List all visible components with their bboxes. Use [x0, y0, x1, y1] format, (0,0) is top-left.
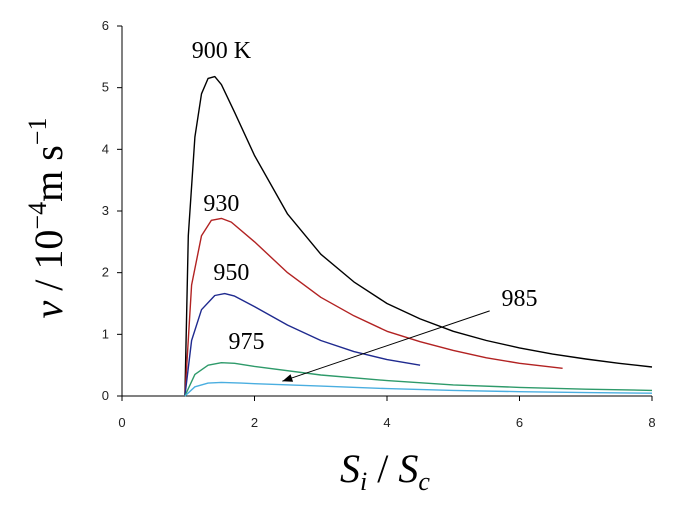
curve-label: 975 — [229, 329, 265, 355]
y-tick-label: 3 — [102, 203, 109, 218]
plot-area — [121, 26, 652, 397]
axis-ticks: 0 2 4 6 8 0 1 2 3 4 5 6 — [102, 18, 656, 430]
y-tick-label: 1 — [102, 326, 109, 341]
x-axis-label: Si / Sc — [340, 446, 430, 496]
series-line — [184, 217, 563, 397]
series-line — [184, 381, 653, 397]
y-tick-label: 4 — [102, 141, 109, 156]
series-line — [184, 75, 653, 397]
x-tick-label: 8 — [648, 415, 655, 430]
x-tick-label: 4 — [383, 415, 390, 430]
y-axis-label: v / 10−4m s−1 — [23, 118, 71, 319]
y-tick-label: 2 — [102, 265, 109, 280]
arrow-shaft — [282, 310, 490, 382]
y-tick-label: 6 — [102, 18, 109, 33]
curve-labels: 900 K 930 950 975 985 — [192, 38, 538, 355]
curve-label: 930 — [203, 191, 239, 217]
y-tick-label: 5 — [102, 80, 109, 95]
pointer-arrow — [282, 310, 490, 382]
curve-label: 985 — [502, 286, 538, 312]
arrow-head — [282, 374, 294, 382]
series-lines — [184, 75, 653, 397]
curve-label: 900 K — [192, 38, 252, 64]
x-tick-label: 6 — [516, 415, 523, 430]
curve-label: 950 — [213, 260, 249, 286]
series-line — [184, 362, 653, 397]
x-tick-label: 2 — [251, 415, 258, 430]
series-line — [184, 292, 421, 397]
x-tick-label: 0 — [118, 415, 125, 430]
y-tick-label: 0 — [102, 388, 109, 403]
